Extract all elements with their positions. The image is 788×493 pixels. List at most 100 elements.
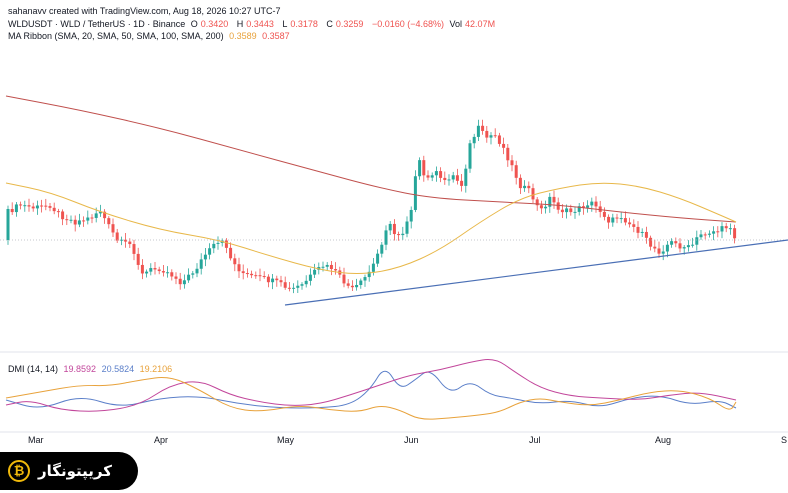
candle-body bbox=[670, 241, 674, 245]
sma-200-line bbox=[5, 95, 737, 223]
high-quote: H 0.3443 bbox=[237, 19, 277, 29]
candle-body bbox=[229, 247, 233, 259]
candle-body bbox=[73, 219, 77, 225]
brand-name: کریپتونگار bbox=[38, 462, 112, 480]
candle-body bbox=[556, 202, 560, 210]
candle-body bbox=[308, 274, 312, 281]
candle-body bbox=[52, 207, 56, 212]
candle-body bbox=[355, 284, 359, 288]
candle-body bbox=[468, 143, 472, 169]
candle-body bbox=[35, 205, 39, 209]
candle-body bbox=[472, 136, 476, 144]
candle-body bbox=[86, 217, 90, 221]
candle-body bbox=[409, 209, 413, 222]
candle-body bbox=[195, 268, 199, 274]
low-quote: L 0.3178 bbox=[282, 19, 321, 29]
candle-body bbox=[266, 276, 270, 283]
candle-body bbox=[392, 223, 396, 235]
candle-body bbox=[304, 280, 308, 285]
candle-body bbox=[10, 209, 14, 213]
dmi-plus-value: 19.8592 bbox=[63, 364, 97, 374]
candle-body bbox=[77, 220, 81, 225]
symbol-line: WLDUSDT · WLD / TetherUS · 1D · Binance bbox=[8, 19, 186, 29]
ma-ribbon-legend[interactable]: MA Ribbon (SMA, 20, SMA, 50, SMA, 100, S… bbox=[8, 31, 293, 42]
candle-body bbox=[350, 285, 354, 288]
candle-body bbox=[439, 171, 443, 178]
candle-body bbox=[401, 233, 405, 236]
candle-body bbox=[434, 171, 438, 176]
candle-body bbox=[720, 226, 724, 232]
candle-body bbox=[611, 217, 615, 223]
candle-body bbox=[69, 219, 73, 221]
candle-body bbox=[325, 264, 329, 267]
candle-body bbox=[300, 284, 304, 286]
candle-body bbox=[329, 264, 333, 270]
candle-body bbox=[724, 226, 728, 229]
candle-body bbox=[233, 258, 237, 265]
candle-body bbox=[539, 205, 543, 209]
candle-body bbox=[6, 209, 10, 240]
ohlc-legend[interactable]: WLDUSDT · WLD / TetherUS · 1D · Binance … bbox=[8, 19, 501, 30]
candle-body bbox=[661, 251, 665, 254]
candle-body bbox=[342, 274, 346, 284]
candle-body bbox=[514, 165, 518, 178]
candle-body bbox=[728, 228, 732, 230]
candle-body bbox=[560, 209, 564, 213]
candle-body bbox=[497, 135, 501, 144]
candle-body bbox=[535, 199, 539, 206]
candle-body bbox=[208, 248, 212, 255]
candle-body bbox=[132, 244, 136, 254]
candle-body bbox=[153, 268, 157, 270]
low-value: 0.3178 bbox=[290, 19, 318, 29]
candle-body bbox=[94, 213, 98, 218]
candle-body bbox=[523, 185, 527, 189]
close-quote: C 0.3259 bbox=[326, 19, 366, 29]
time-axis: Mar Apr May Jun Jul Aug S bbox=[28, 435, 787, 445]
candle-body bbox=[157, 269, 161, 272]
candle-body bbox=[31, 206, 35, 209]
candle-body bbox=[712, 231, 716, 234]
candle-body bbox=[665, 244, 669, 252]
candle-body bbox=[569, 208, 573, 213]
candle-body bbox=[279, 280, 283, 283]
candle-body bbox=[376, 253, 380, 264]
candle-body bbox=[107, 218, 111, 225]
candle-body bbox=[649, 237, 653, 247]
candle-body bbox=[619, 218, 623, 220]
candle-body bbox=[628, 222, 632, 225]
candle-body bbox=[548, 196, 552, 207]
open-label: O bbox=[190, 19, 198, 29]
candle-body bbox=[430, 175, 434, 178]
candle-body bbox=[82, 220, 86, 222]
candle-body bbox=[283, 282, 287, 288]
candle-body bbox=[191, 273, 195, 275]
candle-body bbox=[145, 271, 149, 274]
high-value: 0.3443 bbox=[246, 19, 274, 29]
candle-body bbox=[636, 226, 640, 233]
open-value: 0.3420 bbox=[200, 19, 229, 29]
candle-body bbox=[699, 234, 703, 238]
candle-body bbox=[61, 211, 65, 220]
candle-body bbox=[691, 244, 695, 246]
month-label-jun: Jun bbox=[404, 435, 419, 445]
candle-body bbox=[212, 243, 216, 249]
candle-body bbox=[65, 219, 69, 221]
dmi-legend[interactable]: DMI (14, 14) 19.8592 20.5824 19.2106 bbox=[8, 364, 175, 375]
month-label-aug: Aug bbox=[655, 435, 671, 445]
candle-body bbox=[510, 160, 514, 166]
candle-body bbox=[241, 271, 245, 274]
candle-body bbox=[623, 218, 627, 223]
candle-body bbox=[44, 205, 48, 207]
candle-body bbox=[313, 269, 317, 275]
candle-body bbox=[581, 206, 585, 208]
candle-body bbox=[216, 242, 220, 244]
dmi-minus-value: 20.5824 bbox=[101, 364, 135, 374]
dmi-label: DMI (14, 14) bbox=[8, 364, 59, 374]
candle-body bbox=[426, 175, 430, 178]
candle-body bbox=[296, 285, 300, 288]
candle-body bbox=[203, 254, 207, 260]
candle-body bbox=[346, 283, 350, 286]
candle-body bbox=[245, 273, 249, 275]
candle-body bbox=[657, 248, 661, 254]
